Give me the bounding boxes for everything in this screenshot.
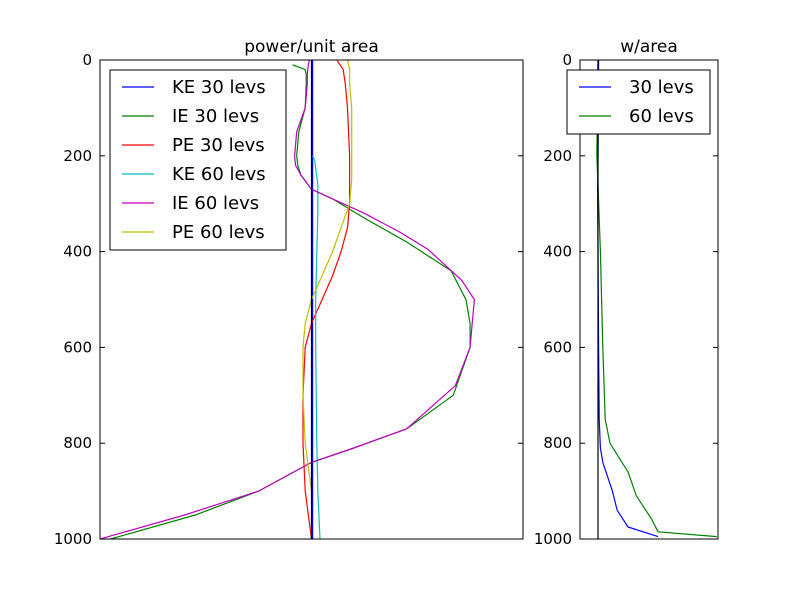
series-line-pe-60-levs — [302, 60, 353, 492]
legend-label: 30 levs — [629, 77, 694, 98]
legend-label: KE 30 levs — [172, 77, 266, 98]
y-tick-label: 1000 — [54, 530, 92, 548]
series-line-ie-60-levs — [100, 60, 476, 539]
y-tick-label: 0 — [562, 51, 572, 69]
y-tick-label: 1000 — [534, 530, 572, 548]
legend: 30 levs 60 levs — [566, 69, 711, 135]
chart-power-unit-area: power/unit area 0 200 400 600 800 1000 KE 30 le… — [54, 37, 524, 548]
legend-box — [566, 69, 711, 135]
plot-area — [100, 60, 476, 539]
legend-label: IE 60 levs — [172, 193, 259, 214]
chart-title: w/area — [620, 37, 678, 57]
y-tick-label: 600 — [63, 338, 92, 356]
series-line-60-levs — [596, 60, 717, 538]
axes-frame — [99, 59, 524, 540]
y-tick-label: 0 — [82, 51, 92, 69]
chart-title: power/unit area — [244, 37, 379, 57]
y-tick-label: 800 — [63, 434, 92, 452]
legend: KE 30 levs IE 30 levs PE 30 levs KE 60 levs… — [109, 69, 287, 251]
series-line-ke-60-levs — [312, 155, 321, 539]
y-tick-label: 800 — [543, 434, 572, 452]
y-tick-label: 200 — [543, 147, 572, 165]
y-tick-label: 600 — [543, 338, 572, 356]
legend-box — [109, 69, 287, 251]
legend-label: PE 60 levs — [172, 222, 265, 243]
axes-frame — [579, 59, 719, 540]
y-tick-label: 400 — [63, 243, 92, 261]
chart-w-area: w/area 0 200 400 600 800 1000 30 levs 60 levs — [534, 37, 719, 548]
y-tick-label: 200 — [63, 147, 92, 165]
legend-label: KE 60 levs — [172, 164, 266, 185]
legend-label: PE 30 levs — [172, 135, 265, 156]
legend-label: IE 30 levs — [172, 106, 259, 127]
legend-label: 60 levs — [629, 106, 694, 127]
y-tick-label: 400 — [543, 243, 572, 261]
series-line-pe-30-levs — [302, 60, 351, 539]
